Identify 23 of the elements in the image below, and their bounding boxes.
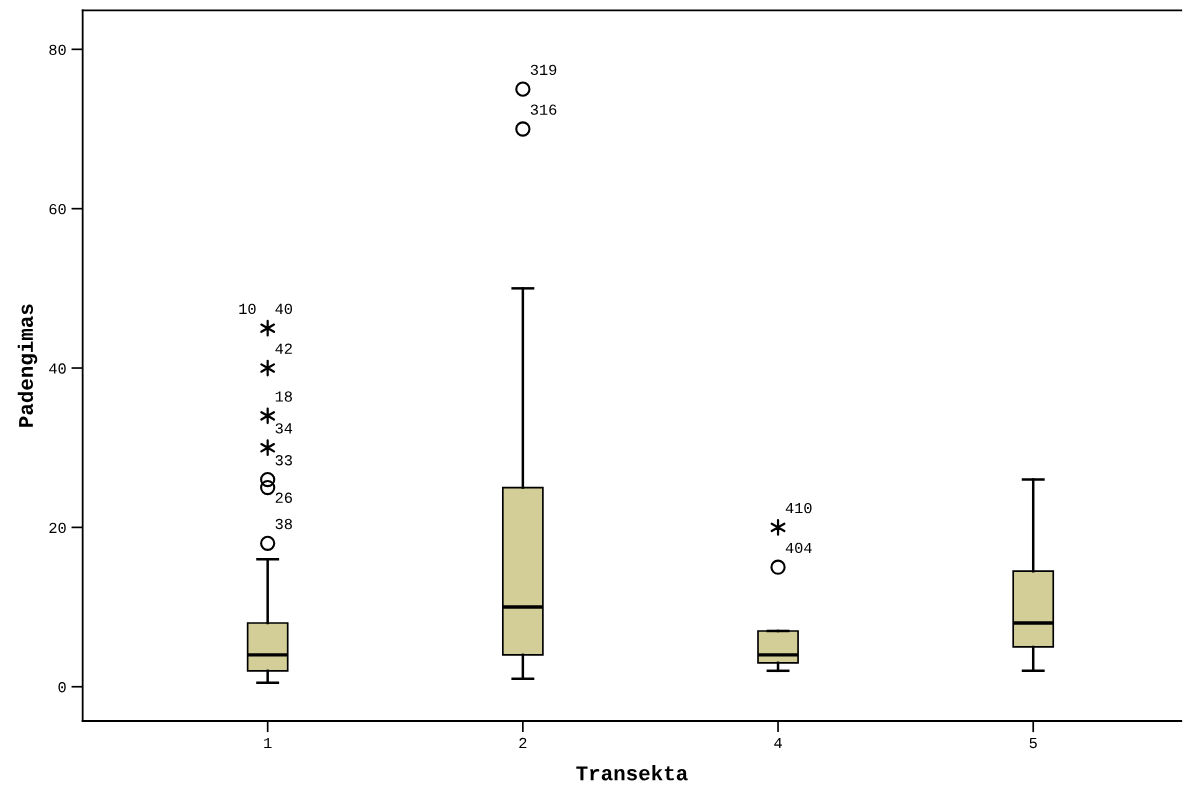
x-axis-title: Transekta [576,765,688,781]
annotation: 410 [785,502,812,514]
x-tick-label: 2 [519,737,527,749]
x-tick-label: 5 [1029,737,1037,749]
y-tick-label: 20 [49,522,66,534]
annotation: 26 [275,492,292,503]
y-tick-label: 60 [49,203,66,215]
annotation: 34 [275,423,293,434]
x-tick-label: 4 [774,737,782,749]
y-tick-label: 0 [58,682,66,693]
annotation: 38 [275,518,292,530]
annotation: 33 [275,455,292,466]
annotation: 319 [530,64,557,76]
annotation: 316 [530,104,557,115]
y-axis-title: Padengimas [17,304,38,427]
annotation: 18 [275,391,292,402]
y-tick-label: 80 [49,44,66,56]
annotation: 404 [785,542,812,554]
annotation: 10 [239,303,256,315]
annotation: 42 [275,343,292,354]
annotation: 40 [275,303,293,315]
y-tick-label: 40 [49,363,66,374]
x-tick-label: 1 [264,737,272,749]
